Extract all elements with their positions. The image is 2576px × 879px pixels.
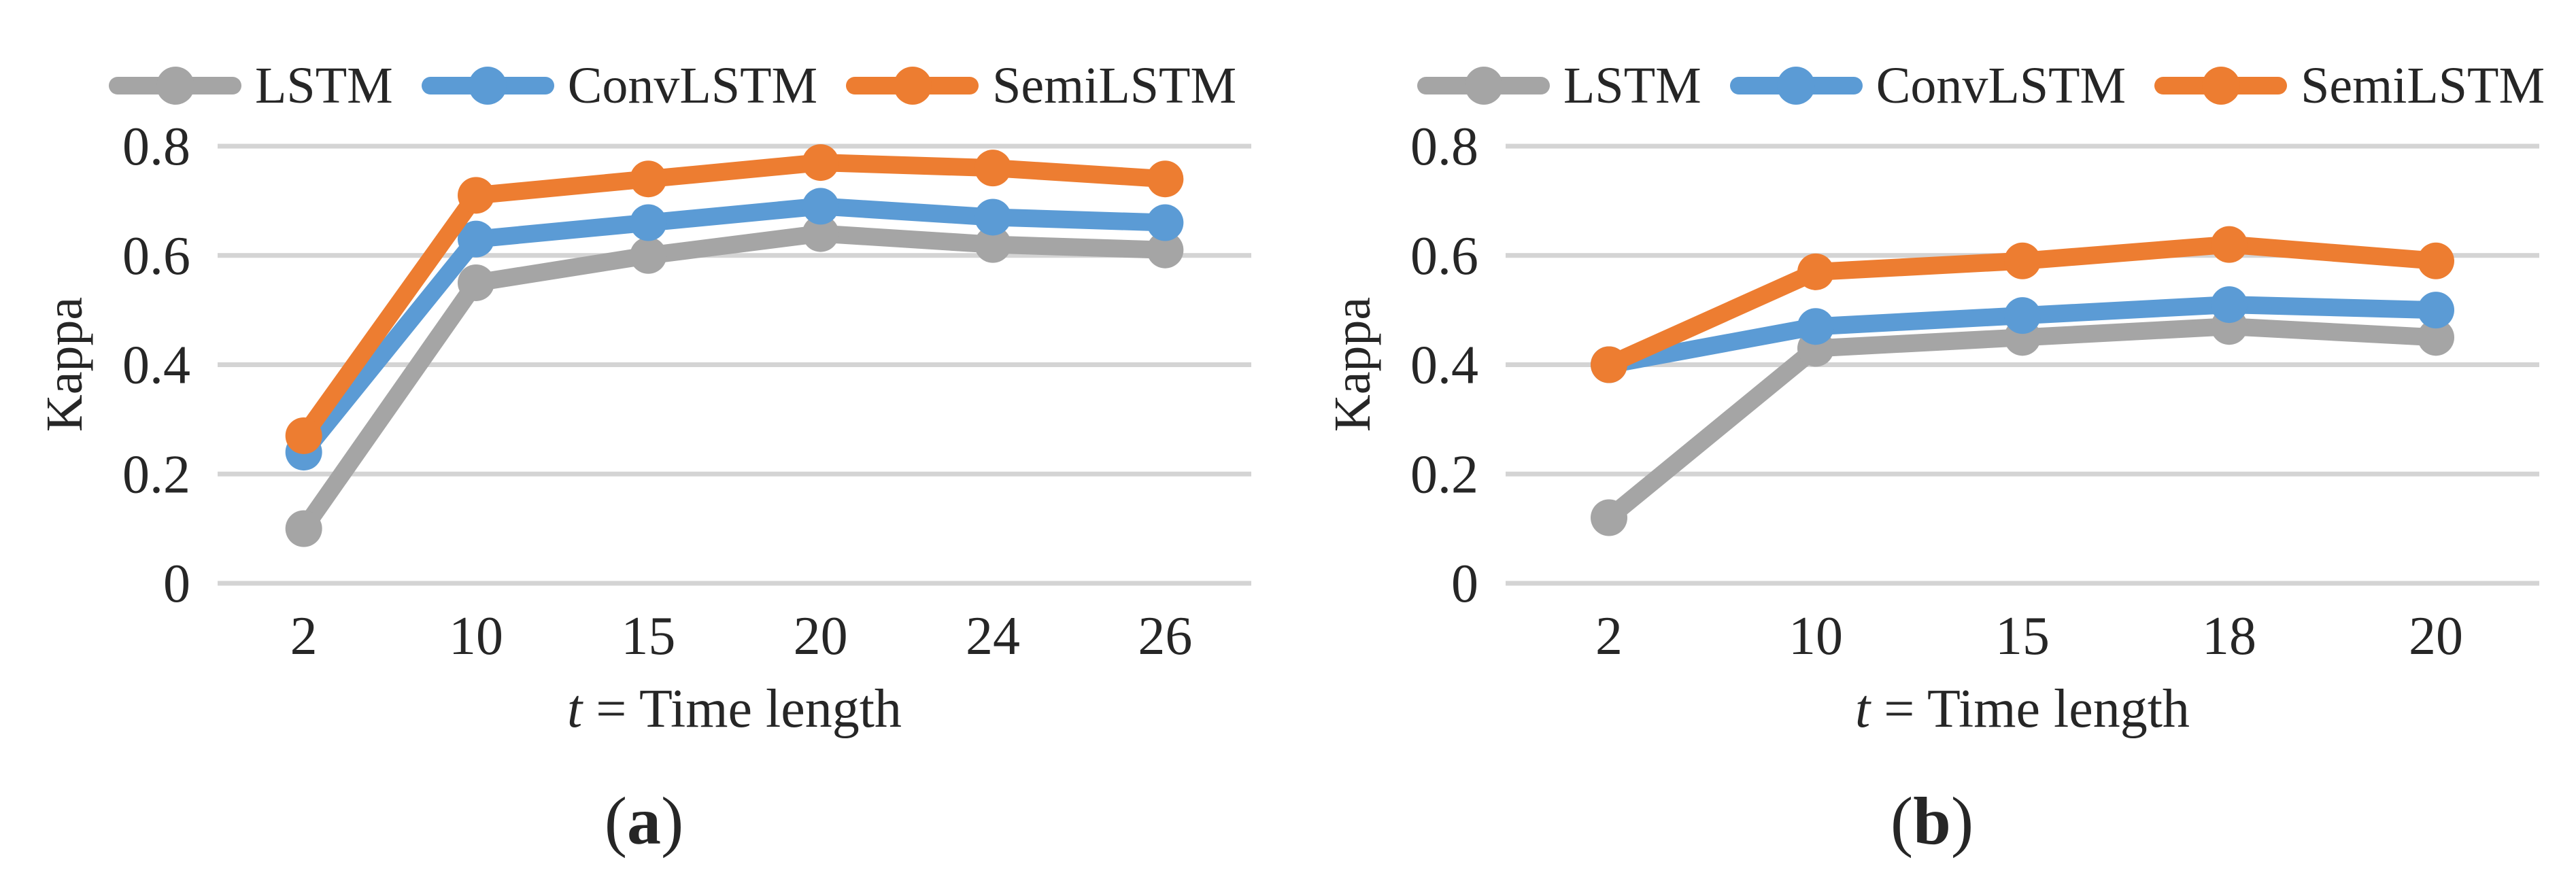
- y-tick-label-0.4: 0.4: [122, 336, 190, 396]
- legend-item-LSTM: LSTM: [1417, 53, 1701, 118]
- data-point-SemiLSTM-26: [1147, 160, 1184, 198]
- data-point-LSTM-2: [1591, 499, 1627, 536]
- legend-label: SemiLSTM: [992, 57, 1237, 114]
- data-point-LSTM-26: [1147, 231, 1184, 269]
- legend-item-SemiLSTM: SemiLSTM: [846, 53, 1236, 118]
- x-tick-label-24: 24: [966, 606, 1020, 666]
- legend-dot-icon: [1464, 67, 1503, 105]
- plot-area-a: 0 0.2 0.4 0.6 0.8 2 10 15 20 24 26: [122, 117, 1251, 666]
- data-point-SemiLSTM-20: [2418, 242, 2454, 279]
- data-point-ConvLSTM-10: [458, 220, 494, 258]
- data-point-ConvLSTM-24: [975, 199, 1011, 236]
- legend-label: LSTM: [255, 57, 393, 114]
- legend-label: ConvLSTM: [1876, 57, 2126, 114]
- chart-panel-a: LSTM ConvLSTM SemiLSTM 0 0.2 0.4 0.6 0.8 2 10 15 2…: [0, 53, 1288, 862]
- x-axis-title-text: = Time length: [1870, 679, 2190, 739]
- data-point-SemiLSTM-10: [458, 177, 494, 214]
- y-tick-label-0.2: 0.2: [1410, 445, 1478, 504]
- chart-panel-b: LSTM ConvLSTM SemiLSTM 0 0.2 0.4 0.6 0.8 2 10 15 1…: [1288, 0, 2576, 879]
- x-axis-title-variable: t: [1855, 679, 1871, 739]
- data-point-SemiLSTM-2: [1591, 346, 1627, 383]
- caption-paren-close: ): [1950, 783, 1974, 859]
- caption-letter: a: [627, 783, 661, 859]
- legend-dot-icon: [1777, 67, 1816, 105]
- data-point-SemiLSTM-15: [2004, 242, 2041, 279]
- x-tick-label-10: 10: [1789, 606, 1843, 666]
- legend-label: ConvLSTM: [567, 57, 818, 114]
- data-point-SemiLSTM-2: [285, 417, 322, 454]
- legend-dot-icon: [156, 67, 194, 105]
- caption-letter: b: [1913, 783, 1951, 859]
- legend-item-ConvLSTM: ConvLSTM: [421, 53, 818, 118]
- plot-area-b: 0 0.2 0.4 0.6 0.8 2 10 15 18 20: [1410, 117, 2539, 666]
- data-point-SemiLSTM-20: [802, 144, 839, 182]
- y-tick-label-0: 0: [163, 554, 190, 614]
- x-tick-label-20: 20: [794, 606, 848, 666]
- series-line-SemiLSTM: [294, 154, 1174, 445]
- legend-a: LSTM ConvLSTM SemiLSTM: [109, 53, 1236, 118]
- x-tick-label-2: 2: [1595, 606, 1623, 666]
- data-point-LSTM-10: [458, 264, 494, 301]
- data-point-ConvLSTM-26: [1147, 204, 1184, 241]
- legend-line-icon: [846, 67, 979, 105]
- data-point-LSTM-24: [975, 226, 1011, 263]
- legend-b: LSTM ConvLSTM SemiLSTM: [1417, 53, 2545, 118]
- panel-caption-b: (b): [1288, 780, 2576, 862]
- legend-label: SemiLSTM: [2301, 57, 2545, 114]
- x-tick-label-15: 15: [1995, 606, 2050, 666]
- x-axis-title-text: = Time length: [582, 679, 902, 739]
- y-axis-title: Kappa: [1324, 296, 1381, 432]
- y-tick-label-0.2: 0.2: [122, 445, 190, 504]
- y-tick-label-0.8: 0.8: [1410, 117, 1478, 177]
- legend-line-icon: [2154, 67, 2288, 105]
- x-tick-label-26: 26: [1138, 606, 1192, 666]
- x-tick-label-18: 18: [2202, 606, 2256, 666]
- x-axis-title: t = Time length: [1506, 676, 2539, 742]
- data-point-ConvLSTM-15: [2004, 297, 2041, 334]
- legend-dot-icon: [893, 67, 932, 105]
- data-point-LSTM-2: [285, 510, 322, 547]
- data-point-LSTM-15: [630, 237, 667, 274]
- x-tick-label-15: 15: [621, 606, 675, 666]
- data-point-ConvLSTM-15: [630, 204, 667, 241]
- legend-line-icon: [1729, 67, 1863, 105]
- y-axis-title: Kappa: [36, 296, 93, 432]
- data-point-SemiLSTM-10: [1797, 253, 1834, 290]
- data-point-ConvLSTM-18: [2211, 286, 2248, 324]
- caption-paren-close: ): [661, 783, 684, 859]
- legend-line-icon: [109, 67, 241, 105]
- data-point-SemiLSTM-15: [630, 160, 667, 198]
- data-point-ConvLSTM-10: [1797, 308, 1834, 345]
- series-line-ConvLSTM: [294, 197, 1174, 462]
- legend-dot-icon: [2201, 67, 2240, 105]
- y-tick-label-0.8: 0.8: [122, 117, 190, 177]
- y-tick-label-0.6: 0.6: [122, 226, 190, 286]
- caption-paren-open: (: [1890, 783, 1914, 859]
- data-point-LSTM-20: [802, 215, 839, 252]
- x-axis-title-variable: t: [567, 679, 583, 739]
- data-point-SemiLSTM-24: [975, 150, 1011, 187]
- legend-dot-icon: [469, 67, 507, 105]
- y-tick-label-0: 0: [1451, 554, 1478, 614]
- y-tick-label-0.4: 0.4: [1410, 336, 1478, 396]
- legend-label: LSTM: [1563, 57, 1701, 114]
- y-tick-label-0.6: 0.6: [1410, 226, 1478, 286]
- data-point-ConvLSTM-20: [2418, 292, 2454, 329]
- data-point-ConvLSTM-20: [802, 188, 839, 225]
- legend-line-icon: [1417, 67, 1550, 105]
- caption-paren-open: (: [604, 783, 627, 859]
- legend-line-icon: [421, 67, 554, 105]
- data-point-SemiLSTM-18: [2211, 226, 2248, 263]
- x-tick-label-20: 20: [2409, 606, 2463, 666]
- series-line-LSTM: [294, 224, 1174, 538]
- legend-item-ConvLSTM: ConvLSTM: [1729, 53, 2126, 118]
- panel-caption-a: (a): [0, 780, 1288, 862]
- x-axis-title: t = Time length: [218, 676, 1251, 742]
- data-point-LSTM-20: [2418, 319, 2454, 356]
- x-tick-label-2: 2: [290, 606, 318, 666]
- legend-item-SemiLSTM: SemiLSTM: [2154, 53, 2545, 118]
- x-tick-label-10: 10: [449, 606, 503, 666]
- legend-item-LSTM: LSTM: [109, 53, 393, 118]
